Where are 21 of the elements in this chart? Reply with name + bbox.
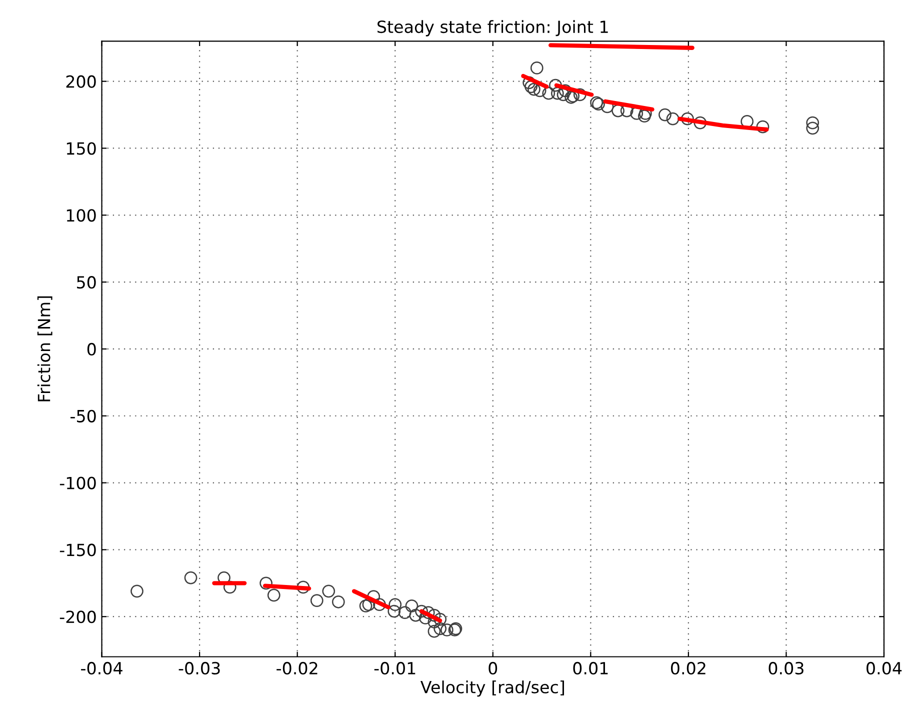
- x-tick-label: -0.02: [276, 662, 318, 675]
- y-tick-label: -50: [70, 410, 96, 422]
- y-tick-label: -150: [60, 544, 96, 556]
- x-tick-label: -0.01: [374, 662, 416, 675]
- y-tick-label: -100: [60, 476, 96, 490]
- x-tick-label: 0: [488, 662, 498, 675]
- x-tick-label: 0.04: [866, 662, 902, 675]
- y-tick-label: 100: [66, 209, 96, 222]
- x-tick-label: -0.03: [178, 662, 220, 675]
- y-tick-label: -200: [60, 610, 96, 624]
- x-tick-label: 0.01: [573, 662, 608, 675]
- y-tick-label: 200: [66, 75, 96, 88]
- x-tick-label: 0.02: [670, 662, 706, 675]
- x-tick-label: -0.04: [81, 662, 122, 675]
- y-tick-label: 0: [87, 342, 96, 356]
- x-axis-title: Velocity [rad/sec]: [420, 680, 564, 697]
- y-axis-title: Friction [Nm]: [37, 296, 52, 402]
- y-tick-label: 50: [77, 276, 96, 289]
- x-tick-label: 0.03: [768, 662, 804, 675]
- y-tick-label: 150: [66, 142, 96, 155]
- chart-title: Steady state friction: Joint 1: [378, 20, 608, 36]
